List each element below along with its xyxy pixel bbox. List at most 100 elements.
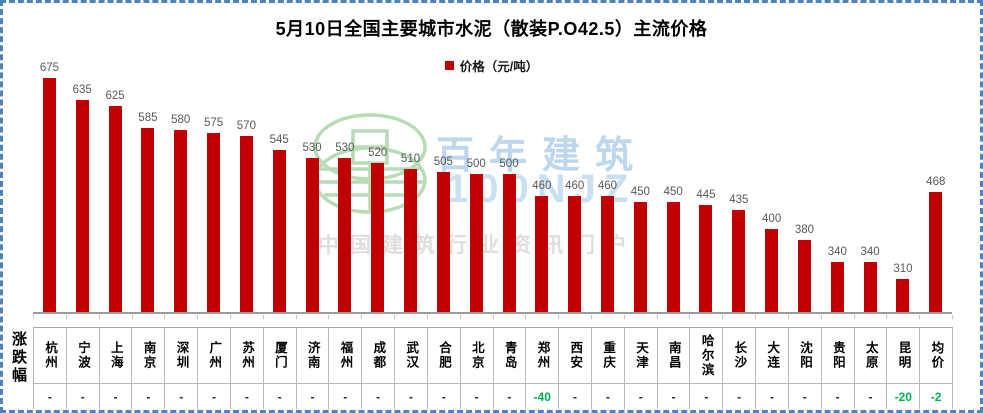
bar-value-label: 635 [72, 84, 92, 96]
bar [732, 210, 746, 312]
bar-value-label: 468 [926, 176, 946, 188]
city-label-cell: 宁波 [66, 328, 100, 384]
bar-value-label: 575 [203, 117, 224, 129]
bar-value-label: 545 [269, 134, 289, 146]
city-label-cell: 南京 [132, 328, 166, 384]
city-label-cell: 哈尔滨 [690, 328, 724, 384]
bar-column: 460 [558, 67, 591, 312]
axis-tick [394, 315, 395, 319]
axis-tick [361, 315, 363, 319]
bar [174, 130, 188, 312]
bar-column: 675 [33, 62, 66, 312]
bar [239, 136, 253, 312]
axis-tick [656, 315, 658, 319]
bar-column: 545 [263, 67, 296, 312]
bar-column: 460 [525, 67, 558, 312]
axis-tick [853, 315, 855, 319]
bar [436, 172, 450, 312]
bar-value-label: 435 [729, 194, 749, 206]
city-label-cell: 上海 [99, 328, 133, 384]
bar-value-label: 445 [696, 189, 716, 201]
axis-tick [689, 315, 691, 319]
bar-value-label: 675 [39, 62, 59, 74]
bar [633, 202, 647, 312]
axis-tick [262, 315, 264, 319]
bar [42, 78, 56, 312]
city-label-cell: 南昌 [657, 328, 691, 384]
change-value-cell: - [100, 384, 133, 409]
city-label-cell: 西安 [559, 328, 592, 384]
change-value-cell: - [625, 384, 658, 409]
bar-value-label: 380 [794, 224, 815, 236]
x-axis-ticks [33, 315, 953, 320]
bar-column: 500 [460, 67, 493, 312]
bar [141, 128, 155, 312]
axis-tick [886, 315, 888, 319]
axis-tick [787, 315, 789, 319]
city-label-cell: 贵阳 [821, 328, 855, 384]
axis-tick [459, 315, 461, 319]
axis-tick [722, 315, 724, 319]
city-label-cell: 北京 [460, 328, 494, 384]
bar [929, 192, 943, 312]
axis-tick [131, 315, 133, 319]
axis-tick [492, 315, 494, 319]
legend-marker-icon [444, 61, 454, 70]
city-label-cell: 青岛 [493, 328, 527, 384]
change-value-cell: - [67, 384, 100, 409]
bar [75, 100, 89, 312]
axis-tick [755, 315, 757, 319]
bar-column: 530 [328, 67, 361, 312]
change-value-cell: - [395, 384, 428, 409]
change-value-cell: - [132, 384, 166, 409]
change-value-cell: - [592, 384, 625, 409]
city-label-cell: 厦门 [263, 328, 297, 384]
bar [404, 169, 418, 312]
change-value-cell: - [198, 384, 231, 409]
change-value-cell: - [34, 384, 67, 409]
axis-tick [525, 315, 527, 319]
change-value-cell: -2 [920, 384, 953, 409]
bar-column: 435 [722, 67, 755, 312]
city-label-cell: 福州 [329, 328, 363, 384]
bar [338, 158, 352, 312]
axis-tick [328, 315, 330, 319]
bar-value-label: 460 [532, 180, 552, 192]
bar-value-label: 460 [597, 180, 618, 192]
change-value-cell: - [264, 384, 297, 409]
axis-tick [952, 315, 953, 319]
city-label-cell: 大连 [756, 328, 789, 384]
city-label-cell: 太原 [854, 328, 888, 384]
change-value-cell: - [297, 384, 330, 409]
city-label-cell: 深圳 [165, 328, 199, 384]
bar-column: 445 [690, 67, 723, 312]
bar [502, 174, 516, 312]
axis-tick [229, 315, 231, 319]
change-value-cell: - [231, 384, 264, 409]
change-value-cell: - [756, 384, 789, 409]
bar-column: 570 [230, 67, 263, 312]
change-value-cell: - [822, 384, 855, 409]
bar-value-label: 500 [499, 158, 519, 170]
axis-tick [65, 315, 67, 319]
bar [371, 163, 385, 312]
bar-column: 625 [99, 67, 132, 312]
change-value-cell: - [494, 384, 527, 409]
city-label-cell: 长沙 [723, 328, 757, 384]
bar [666, 202, 680, 312]
bar-value-label: 510 [400, 153, 421, 165]
bar-column: 520 [361, 67, 394, 312]
change-value-cell: - [658, 384, 691, 409]
bar-value-label: 585 [138, 112, 158, 124]
axis-tick [919, 315, 921, 319]
legend-label: 价格（元/吨） [459, 60, 539, 74]
bar-column: 450 [624, 67, 657, 312]
city-label-cell: 昆明 [887, 328, 921, 384]
change-value-cell: - [559, 384, 592, 409]
change-value-cell: - [329, 384, 363, 409]
bar-column: 635 [66, 67, 99, 312]
change-value-cell: - [789, 384, 822, 409]
bar-column: 575 [197, 67, 230, 312]
bar-value-label: 520 [368, 147, 388, 159]
bar [568, 196, 582, 312]
